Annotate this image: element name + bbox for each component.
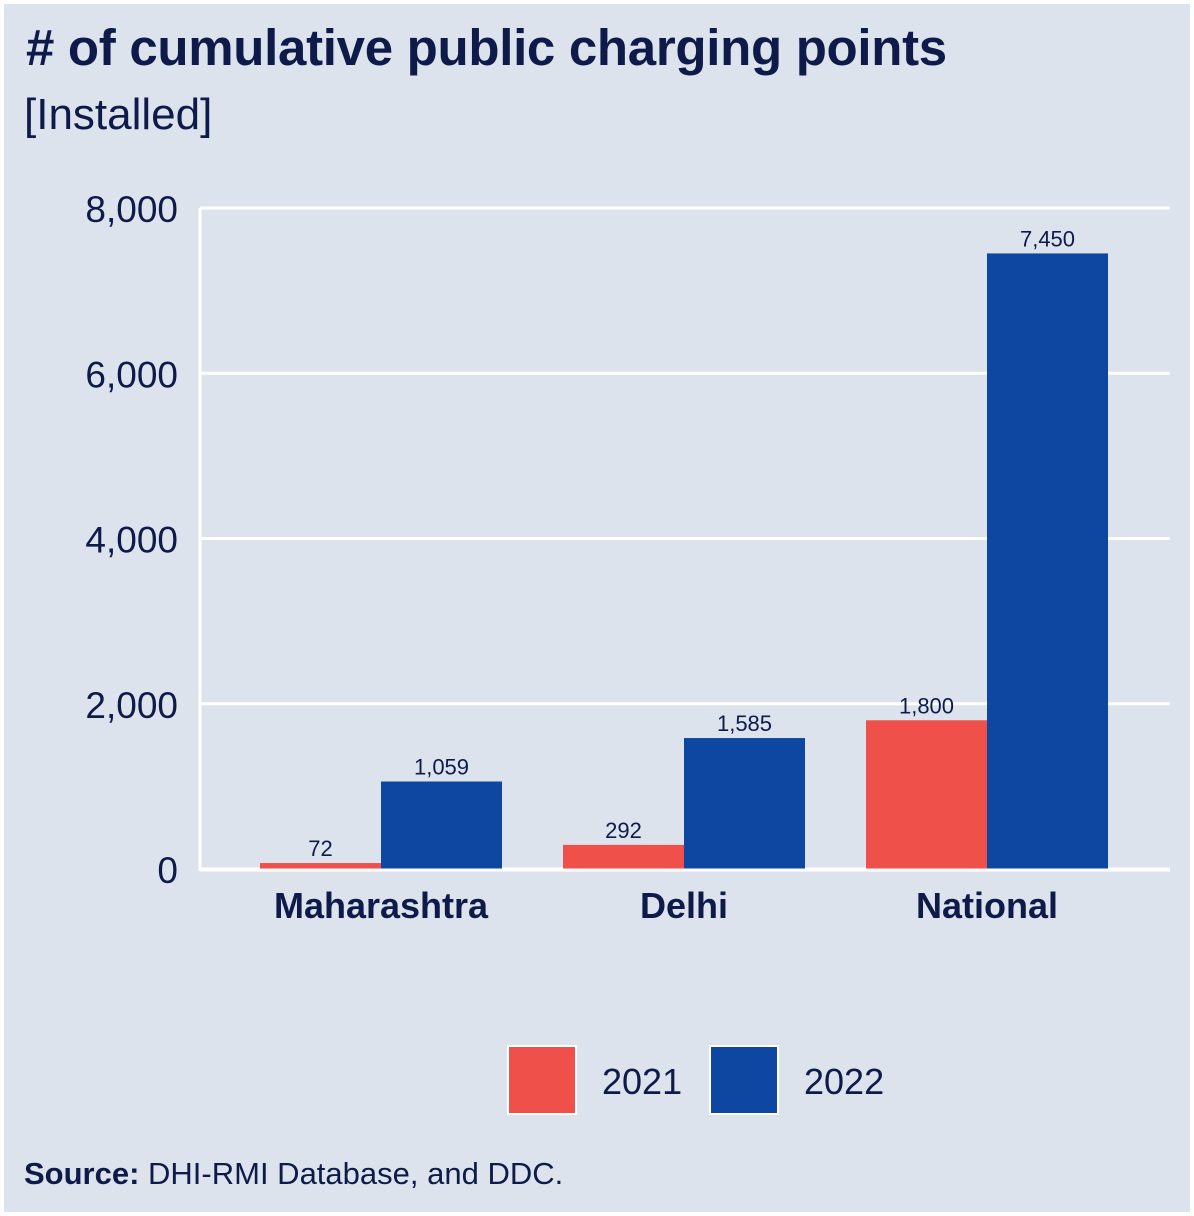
bars <box>200 253 1170 872</box>
legend-label: 2022 <box>804 1061 884 1102</box>
bar-2022-delhi <box>684 738 805 869</box>
legend-swatch-2021 <box>507 1045 577 1115</box>
legend-swatch-2022 <box>709 1045 779 1115</box>
y-axis-ticks: 0 2,000 4,000 6,000 8,000 <box>85 189 178 891</box>
x-axis-ticks: Maharashtra Delhi National <box>274 885 1058 926</box>
bar-2021-delhi <box>563 844 684 869</box>
legend: 2021 2022 <box>507 1045 884 1115</box>
x-tick-label: Maharashtra <box>274 885 489 926</box>
data-label: 1,585 <box>717 711 772 736</box>
y-tick-label: 0 <box>157 850 178 891</box>
chart-title: # of cumulative public charging points <box>26 19 947 76</box>
bar-2021-maharashtra <box>260 863 381 869</box>
y-tick-label: 4,000 <box>85 520 178 561</box>
source-label: Source: <box>24 1156 140 1191</box>
bar-2022-national <box>987 253 1108 870</box>
data-labels: 72 1,059 292 1,585 1,800 7,450 <box>308 226 1075 861</box>
x-tick-label: National <box>916 885 1058 926</box>
source-text: DHI-RMI Database, and DDC. <box>139 1156 564 1191</box>
y-tick-label: 2,000 <box>85 685 178 726</box>
data-label: 7,450 <box>1020 226 1075 251</box>
y-tick-label: 6,000 <box>85 354 178 395</box>
y-tick-label: 8,000 <box>85 189 178 230</box>
legend-label: 2021 <box>602 1061 682 1102</box>
bar-2021-national <box>866 720 987 869</box>
source-note: Source: DHI-RMI Database, and DDC. <box>24 1156 563 1192</box>
data-label: 1,059 <box>414 755 469 780</box>
bar-2022-maharashtra <box>381 781 502 869</box>
data-label: 72 <box>308 836 332 861</box>
data-label: 1,800 <box>899 693 954 718</box>
x-tick-label: Delhi <box>640 885 728 926</box>
chart-subtitle: [Installed] <box>24 90 213 139</box>
data-label: 292 <box>605 818 642 843</box>
